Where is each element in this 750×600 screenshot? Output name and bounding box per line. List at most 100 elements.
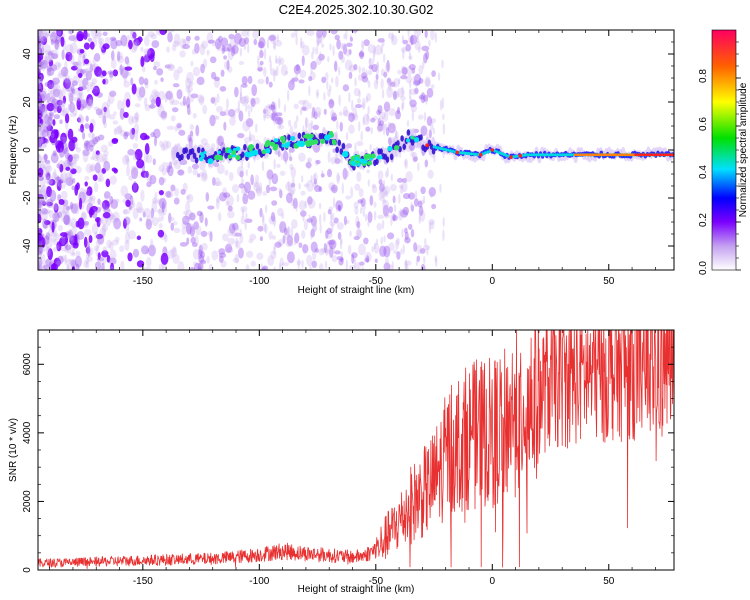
noise-blob xyxy=(53,203,59,213)
noise-blob xyxy=(397,69,402,75)
signal-peak xyxy=(592,153,595,156)
noise-blob xyxy=(88,235,93,244)
noise-blob xyxy=(253,97,261,105)
noise-blob xyxy=(319,213,322,226)
noise-blob xyxy=(188,137,193,149)
noise-blob xyxy=(361,266,364,270)
noise-blob xyxy=(123,111,129,119)
signal-core xyxy=(180,153,184,161)
noise-blob xyxy=(349,230,352,237)
noise-blob xyxy=(97,252,101,261)
noise-blob xyxy=(311,225,315,234)
noise-blob xyxy=(287,180,290,188)
signal-core xyxy=(389,153,394,161)
signal-highlight xyxy=(460,151,464,155)
noise-blob xyxy=(200,171,204,177)
noise-blob xyxy=(40,198,44,210)
noise-blob xyxy=(315,248,319,253)
noise-blob xyxy=(55,35,62,43)
noise-blob xyxy=(46,124,54,132)
noise-blob xyxy=(321,30,327,38)
noise-blob xyxy=(38,194,44,199)
signal-highlight xyxy=(331,139,336,144)
noise-blob xyxy=(365,126,371,132)
noise-blob xyxy=(361,72,368,79)
noise-blob xyxy=(375,63,380,75)
noise-blob xyxy=(130,165,136,173)
noise-blob xyxy=(353,236,360,241)
noise-blob xyxy=(188,212,196,221)
signal-highlight xyxy=(532,153,536,157)
noise-blob xyxy=(131,167,139,180)
noise-blob xyxy=(54,39,60,45)
noise-blob xyxy=(354,206,359,215)
noise-blob xyxy=(356,97,362,104)
noise-blob xyxy=(153,135,158,147)
noise-blob xyxy=(109,71,114,78)
noise-blob xyxy=(406,236,409,244)
noise-blob xyxy=(273,102,277,110)
signal-highlight xyxy=(567,153,571,157)
noise-blob xyxy=(275,65,279,77)
noise-blob xyxy=(60,210,68,223)
noise-blob xyxy=(83,229,92,236)
noise-blob xyxy=(273,216,276,228)
noise-blob xyxy=(219,111,227,117)
noise-blob xyxy=(89,99,93,107)
noise-blob xyxy=(136,158,145,169)
signal-highlight xyxy=(252,149,259,156)
noise-blob xyxy=(130,30,134,36)
noise-blob xyxy=(316,30,323,39)
noise-blob xyxy=(335,200,343,211)
noise-blob xyxy=(399,185,404,195)
noise-blob xyxy=(156,208,165,214)
noise-blob xyxy=(301,55,305,67)
noise-blob xyxy=(186,71,194,84)
noise-blob xyxy=(191,49,196,55)
noise-blob xyxy=(111,138,119,145)
noise-blob xyxy=(90,30,99,39)
noise-blob xyxy=(198,254,205,264)
noise-blob xyxy=(87,197,96,206)
noise-blob xyxy=(38,250,43,258)
noise-blob xyxy=(152,158,156,166)
noise-blob xyxy=(273,39,276,49)
noise-blob xyxy=(54,129,59,139)
signal-highlight xyxy=(227,148,233,154)
noise-blob xyxy=(213,177,221,187)
noise-blob xyxy=(74,234,78,246)
noise-blob xyxy=(375,75,379,85)
signal-highlight xyxy=(495,150,499,154)
noise-blob xyxy=(68,35,77,42)
noise-blob xyxy=(77,117,81,123)
noise-blob xyxy=(83,42,90,50)
noise-blob xyxy=(38,213,42,224)
noise-blob xyxy=(129,128,136,140)
noise-blob xyxy=(342,109,350,117)
x-tick-label: 0 xyxy=(490,576,496,587)
noise-blob xyxy=(386,86,394,98)
noise-blob xyxy=(347,244,352,255)
noise-blob xyxy=(182,182,188,192)
noise-blob xyxy=(313,221,318,232)
noise-blob xyxy=(366,77,369,84)
signal-peak xyxy=(662,153,665,156)
noise-blob xyxy=(82,79,87,89)
noise-blob xyxy=(262,213,265,222)
noise-blob xyxy=(56,99,63,106)
noise-blob xyxy=(278,187,282,194)
signal-core xyxy=(255,143,260,150)
noise-blob xyxy=(402,48,405,60)
noise-blob xyxy=(52,30,58,40)
signal-core xyxy=(287,134,291,141)
noise-blob xyxy=(171,159,178,166)
noise-blob xyxy=(275,55,278,64)
noise-blob xyxy=(373,45,376,56)
noise-blob xyxy=(419,248,426,254)
noise-blob xyxy=(46,102,55,112)
noise-blob xyxy=(268,215,277,225)
noise-blob xyxy=(42,224,49,229)
noise-blob xyxy=(387,137,392,146)
noise-blob xyxy=(90,156,95,161)
noise-blob xyxy=(186,193,194,203)
